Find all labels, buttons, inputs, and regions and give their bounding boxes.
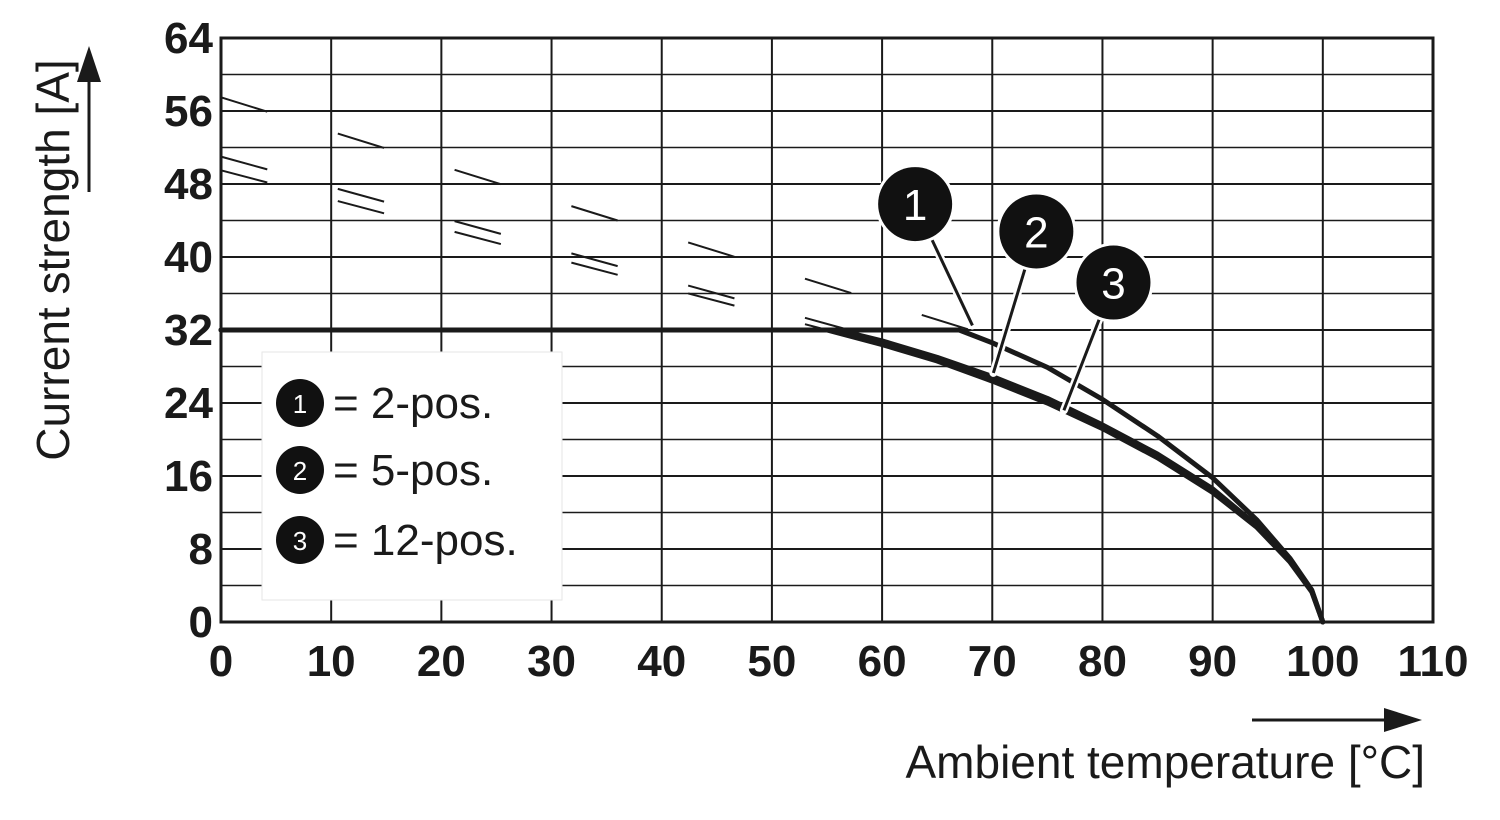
legend-label-3: = 12-pos. <box>333 516 518 565</box>
dashed-extension-segment <box>687 292 735 307</box>
legend-item-1: 1 = 2-pos. <box>276 379 493 428</box>
series-lines <box>218 327 1326 625</box>
marker-leader-1 <box>928 235 974 327</box>
dashed-extension-segment <box>454 168 502 186</box>
legend-badge-label-3: 3 <box>293 526 307 556</box>
x-tick-label: 100 <box>1286 637 1359 686</box>
y-axis-title-group: Current strength [A] <box>27 46 101 461</box>
y-axis-title: Current strength [A] <box>27 59 79 460</box>
legend-badge-label-2: 2 <box>293 456 307 486</box>
x-tick-label: 20 <box>417 637 466 686</box>
marker-label-3: 3 <box>1101 260 1125 309</box>
dashed-extension-segment <box>571 252 618 268</box>
marker-badge-3 <box>1076 245 1151 320</box>
legend-badge-3 <box>276 516 324 564</box>
dashed-extension-lines <box>220 96 969 331</box>
x-tick-label: 40 <box>637 637 686 686</box>
x-axis-title: Ambient temperature [°C] <box>906 736 1426 788</box>
marker-leader-3 <box>1062 314 1103 411</box>
y-tick-label: 16 <box>164 452 213 501</box>
x-tick-label: 70 <box>968 637 1017 686</box>
series-line-3 <box>218 327 1326 625</box>
dashed-extension-segment <box>454 220 502 235</box>
legend-label-2: = 5-pos. <box>333 446 493 495</box>
legend-badge-2 <box>276 446 324 494</box>
y-tick-label: 56 <box>164 87 213 136</box>
dashed-extension-segment <box>804 277 852 294</box>
y-tick-label: 48 <box>164 160 213 209</box>
x-axis-title-group: Ambient temperature [°C] <box>906 708 1426 788</box>
x-tick-label: 90 <box>1188 637 1237 686</box>
marker-label-2: 2 <box>1024 208 1048 257</box>
curve-markers: 1 2 3 <box>875 164 1154 415</box>
dashed-extension-segment <box>220 96 268 113</box>
x-tick-label: 80 <box>1078 637 1127 686</box>
x-tick-label: 10 <box>307 637 356 686</box>
x-tick-labels: 0 10 20 30 40 50 60 70 80 90 100 110 <box>209 637 1469 686</box>
x-tick-label: 110 <box>1398 637 1469 686</box>
legend: 1 = 2-pos. 2 = 5-pos. 3 = 12-pos. <box>261 351 563 601</box>
dashed-extension-segment <box>337 200 385 215</box>
dashed-extension-segment <box>220 155 268 171</box>
y-tick-labels: 0 8 16 24 32 40 48 56 64 <box>164 14 213 647</box>
dashed-extension-segment <box>571 205 618 222</box>
legend-item-3: 3 = 12-pos. <box>276 516 518 565</box>
dashed-extension-segment <box>337 132 385 149</box>
y-tick-label: 32 <box>164 306 213 355</box>
dashed-extension-segment <box>687 284 735 300</box>
legend-label-1: = 2-pos. <box>333 379 493 428</box>
y-tick-label: 64 <box>164 14 213 63</box>
dashed-extension-segment <box>454 230 502 246</box>
x-tick-label: 0 <box>209 637 233 686</box>
dashed-extension-segment <box>571 261 618 276</box>
dashed-extension-segment <box>687 241 735 258</box>
y-tick-label: 0 <box>189 598 213 647</box>
marker-label-1: 1 <box>903 181 927 230</box>
marker-badge-2 <box>999 194 1074 269</box>
y-tick-label: 40 <box>164 233 213 282</box>
x-tick-label: 60 <box>858 637 907 686</box>
legend-badge-1 <box>276 379 324 427</box>
marker-badge-1 <box>878 167 953 242</box>
y-tick-label: 24 <box>164 379 213 428</box>
x-tick-label: 50 <box>747 637 796 686</box>
marker-leader-2 <box>991 264 1028 374</box>
y-tick-label: 8 <box>189 525 213 574</box>
legend-item-2: 2 = 5-pos. <box>276 446 493 495</box>
x-axis-arrow-head-icon <box>1384 708 1422 732</box>
y-axis-arrow-head-icon <box>77 46 101 82</box>
x-tick-label: 30 <box>527 637 576 686</box>
plot-frame <box>219 36 1435 624</box>
dashed-extension-segment <box>337 187 385 203</box>
dashed-extension-segment <box>220 169 268 184</box>
legend-badge-label-1: 1 <box>293 389 307 419</box>
dashed-extension-segment <box>921 313 969 331</box>
